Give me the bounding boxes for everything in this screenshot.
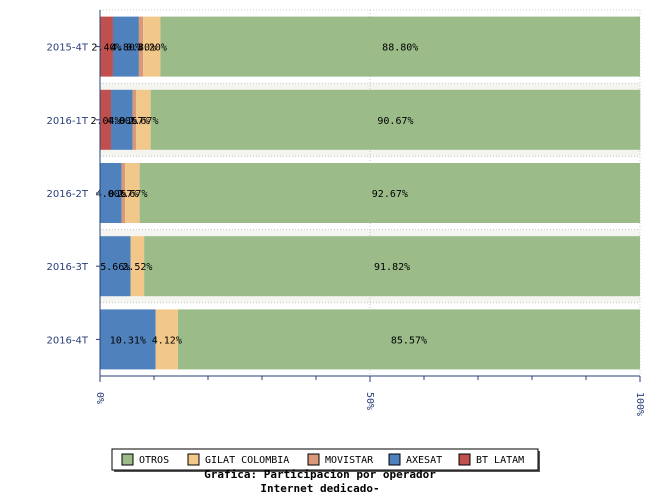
bar-segment-bt-latam	[100, 16, 113, 77]
bar-segment-otros	[144, 236, 640, 297]
x-tick-label: 100%	[634, 392, 645, 416]
data-label: 0.80%	[126, 43, 156, 54]
bar-segment-axesat	[100, 163, 122, 223]
y-tick-label: 2015-4T	[46, 43, 88, 54]
legend-label: MOVISTAR	[325, 455, 374, 466]
bars	[100, 16, 641, 370]
legend-swatch	[388, 453, 401, 466]
y-tick-label: 2016-3T	[46, 262, 88, 273]
data-label: 4.80%	[111, 43, 141, 54]
data-labels: 2.40%4.80%0.80%3.20% 88.80%2.04%4.00%0.67…	[90, 43, 427, 347]
legend-swatch	[458, 453, 471, 466]
bar-segment-otros	[160, 16, 641, 77]
legend-label: BT LATAM	[476, 455, 524, 466]
data-label: 91.82%	[374, 262, 410, 273]
legend-swatch	[187, 453, 200, 466]
bar-segment-axesat	[100, 309, 156, 370]
data-label: 5.66%	[100, 262, 130, 273]
data-label: 88.80%	[382, 43, 418, 54]
y-tick-label: 2016-4T	[46, 335, 88, 346]
axes	[96, 10, 641, 382]
bar-segment-bt-latam	[100, 89, 112, 150]
data-label: 3.20%	[137, 43, 167, 54]
data-label: 85.57%	[391, 335, 427, 346]
x-tick-label: 50%	[364, 392, 375, 410]
y-tick-label: 2016-1T	[46, 116, 88, 127]
data-label: 90.67%	[377, 116, 413, 127]
bar-segment-movistar	[121, 163, 126, 223]
bar-segment-axesat	[111, 89, 133, 150]
data-label: 2.67%	[128, 116, 158, 127]
bar-segment-gilat-colombia	[136, 89, 151, 150]
data-label: 4.00%	[96, 189, 126, 200]
data-label: 4.12%	[152, 335, 182, 346]
data-label: 2.04%	[90, 116, 120, 127]
bar-segment-axesat	[112, 16, 139, 77]
bar-segment-axesat	[100, 236, 131, 297]
legend-label: AXESAT	[406, 455, 442, 466]
bar-segment-otros	[150, 89, 641, 150]
data-label: 0.67%	[108, 189, 138, 200]
data-label: 0.67%	[119, 116, 149, 127]
chart-title-line-2: Internet dedicado-	[260, 482, 379, 495]
legend: OTROS GILAT COLOMBIA MOVISTAR AXESAT BT LATA…	[111, 448, 540, 472]
bar-segment-gilat-colombia	[125, 163, 140, 223]
bar-segment-gilat-colombia	[143, 16, 161, 77]
y-tick-label: 2016-2T	[46, 189, 88, 200]
legend-swatch	[121, 453, 134, 466]
legend-box	[111, 448, 539, 471]
chart-title: Grafica: Participacion por operador Inte…	[204, 468, 436, 495]
bar-segment-movistar	[138, 16, 144, 77]
bar-segment-otros	[177, 309, 640, 370]
legend-swatch	[307, 453, 320, 466]
bar-segment-movistar	[132, 89, 137, 150]
data-label: 92.67%	[372, 189, 408, 200]
x-tick-labels: 0% 50% 100%	[94, 392, 645, 416]
legend-label: OTROS	[139, 455, 169, 466]
legend-label: GILAT COLOMBIA	[205, 455, 289, 466]
bar-segment-gilat-colombia	[130, 236, 145, 297]
y-tick-labels: 2015-4T 2016-1T 2016-2T 2016-3T 2016-4T	[46, 43, 88, 347]
data-label: 2.40%	[91, 43, 121, 54]
data-label: 2.52%	[122, 262, 152, 273]
data-label: 10.31%	[110, 335, 146, 346]
bar-segment-gilat-colombia	[155, 309, 178, 370]
x-tick-label: 0%	[94, 392, 105, 404]
chart-title-line-1: Grafica: Participacion por operador	[204, 468, 436, 481]
data-label: 2.67%	[117, 189, 147, 200]
bar-segment-otros	[139, 163, 641, 223]
data-label: 4.00%	[107, 116, 137, 127]
